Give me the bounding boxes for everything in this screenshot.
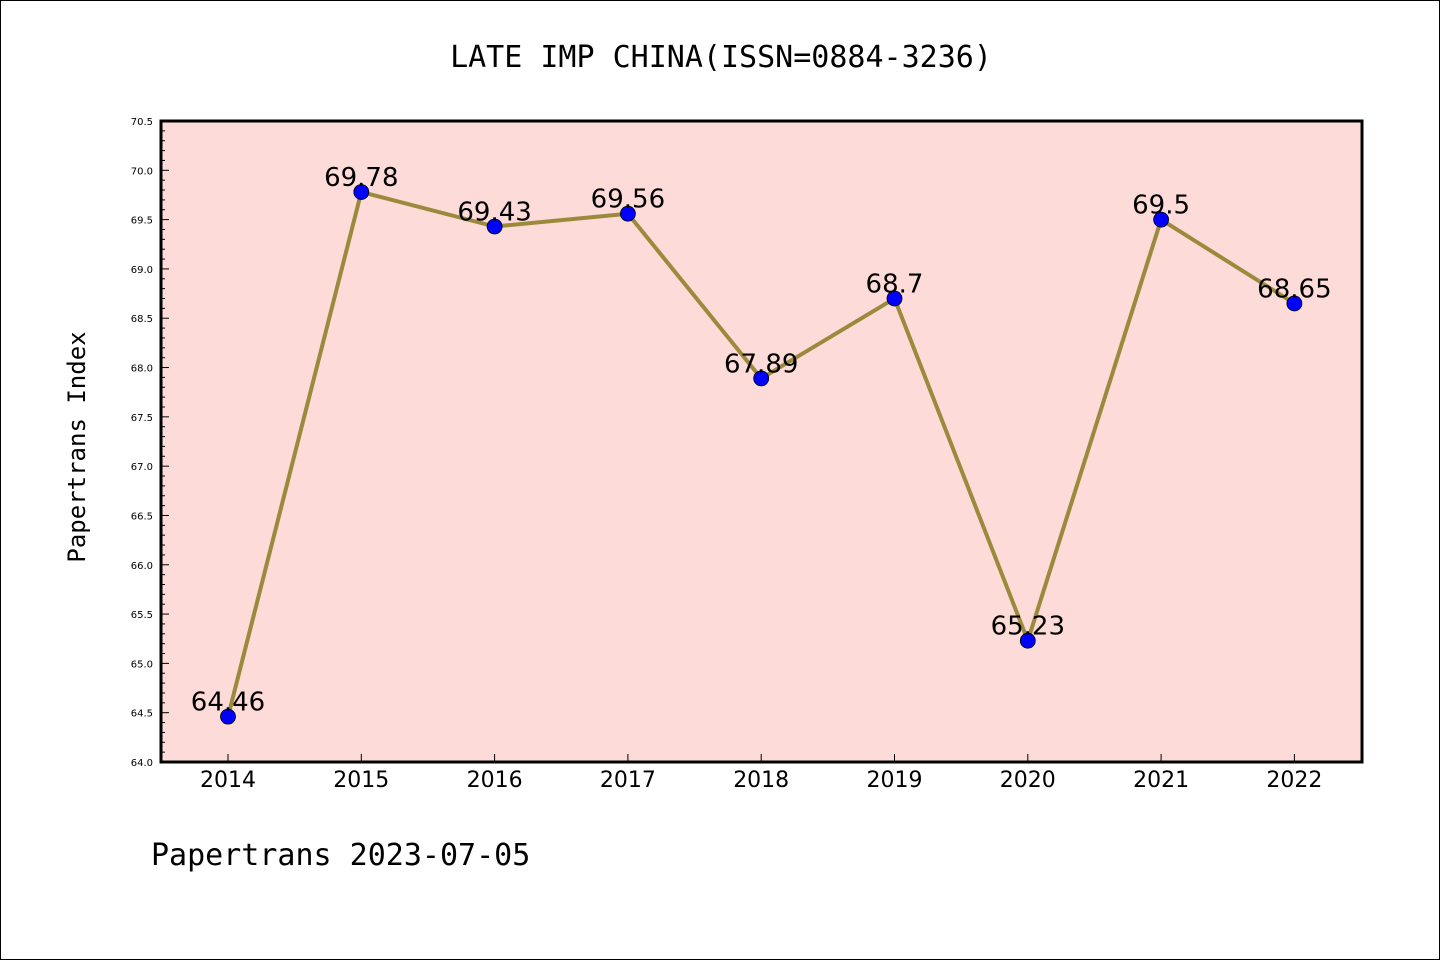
data-point-2016 (486, 218, 503, 235)
data-point-2017 (620, 205, 636, 222)
y-tick-label: 65.5 (131, 610, 153, 621)
data-label-2014: 64.46 (191, 688, 265, 718)
y-tick-label: 65.0 (131, 659, 153, 670)
data-point-2020 (1019, 632, 1036, 649)
y-tick-label: 70.0 (131, 166, 153, 177)
y-tick-label: 67.0 (131, 462, 153, 473)
data-point-2018 (753, 370, 770, 387)
y-tick-label: 68.5 (131, 314, 153, 325)
y-tick-label: 64.0 (131, 758, 153, 769)
y-tick-label: 66.5 (131, 511, 153, 522)
x-tick-label: 2020 (1000, 768, 1056, 793)
plot-area (161, 121, 1362, 762)
data-label-2018: 67.89 (724, 349, 798, 379)
x-axis: 2014 2015 2016 2017 2018 2019 2020 2021 2022 (200, 754, 1322, 793)
data-label-2019: 68.7 (866, 270, 924, 300)
plot-frame (159, 119, 1364, 764)
data-point-2021 (1153, 211, 1169, 228)
data-label-2021: 69.5 (1132, 191, 1190, 221)
footer-text: Papertrans 2023-07-05 (151, 838, 530, 873)
data-label-2020: 65.23 (991, 612, 1065, 642)
y-tick-label: 70.5 (131, 117, 153, 128)
y-tick-label: 67.5 (131, 413, 153, 424)
x-tick-label: 2022 (1266, 768, 1322, 793)
x-tick-label: 2018 (733, 768, 789, 793)
data-point-2015 (353, 184, 370, 200)
chart-title: LATE IMP CHINA(ISSN=0884-3236) (450, 40, 992, 75)
x-tick-label: 2019 (867, 768, 923, 793)
data-label-2022: 68.65 (1257, 274, 1331, 304)
x-tick-label: 2021 (1133, 768, 1189, 793)
data-markers (220, 184, 1303, 725)
x-tick-label: 2016 (467, 768, 523, 793)
y-tick-label: 68.0 (131, 364, 153, 375)
data-label-2015: 69.78 (324, 163, 398, 193)
y-axis: 64.0 64.5 65.0 65.5 66.0 66.5 67.0 67.5 68.0 68.5… (131, 117, 169, 769)
x-tick-label: 2015 (333, 768, 389, 793)
data-labels: 64.46 69.78 69.43 69.56 67.89 68.7 65.23 69.5 68… (191, 163, 1332, 718)
data-point-2014 (220, 708, 236, 725)
y-tick-label: 69.0 (131, 265, 153, 276)
x-tick-label: 2014 (200, 768, 256, 793)
y-tick-label: 66.0 (131, 561, 153, 572)
data-point-2022 (1286, 295, 1303, 312)
data-point-2019 (886, 290, 903, 307)
data-label-2017: 69.56 (591, 185, 665, 215)
data-label-2016: 69.43 (457, 198, 531, 228)
x-tick-label: 2017 (600, 768, 656, 793)
y-tick-label: 69.5 (131, 216, 153, 227)
y-tick-label: 64.5 (131, 709, 153, 720)
y-axis-label: Papertrans Index (63, 331, 91, 562)
